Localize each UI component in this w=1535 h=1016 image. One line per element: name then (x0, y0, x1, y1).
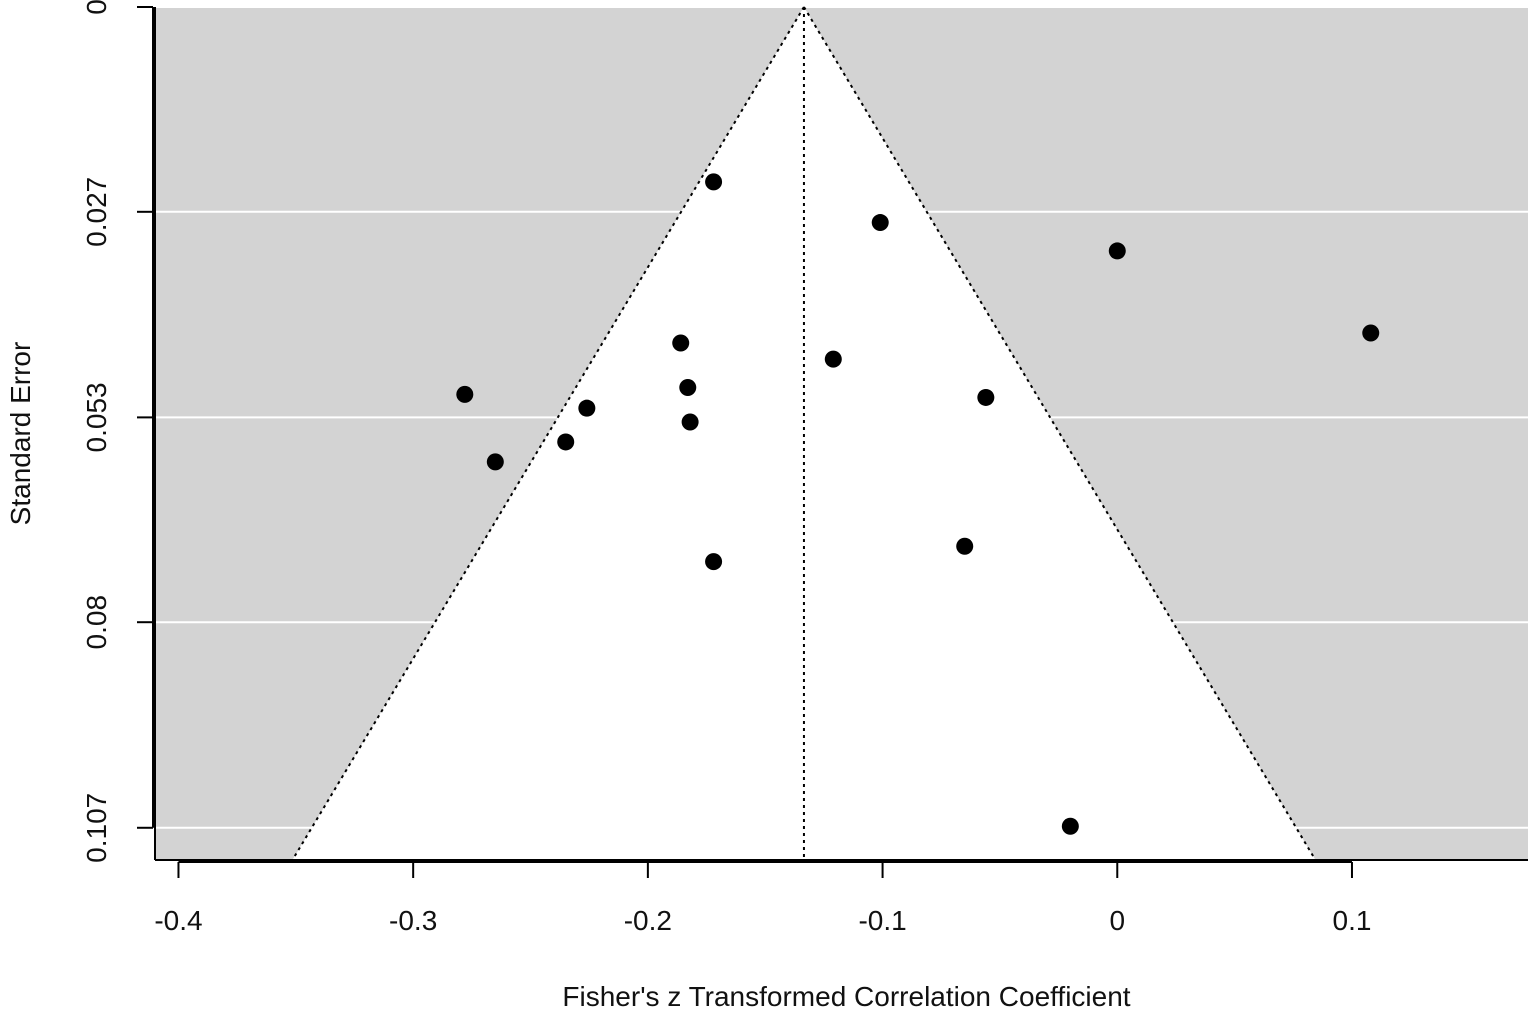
plot-area (154, 6, 1528, 861)
x-tick-label: 0.1 (1333, 905, 1372, 936)
funnel-right-edge (803, 6, 1317, 861)
y-tick-label: 0 (81, 0, 112, 15)
funnel-region (292, 7, 1316, 860)
data-point (456, 385, 474, 403)
data-point (871, 214, 889, 232)
y-tick-label: 0.027 (81, 177, 112, 247)
y-axis: 0 0.027 0.053 0.08 0.107 (81, 0, 154, 863)
x-axis-label: Fisher's z Transformed Correlation Coeff… (562, 981, 1130, 1012)
data-point (486, 453, 504, 471)
data-point (956, 537, 974, 555)
data-point (557, 433, 575, 451)
y-tick-label: 0.053 (81, 382, 112, 452)
x-tick-label: -0.2 (624, 905, 672, 936)
y-tick-label: 0.107 (81, 793, 112, 863)
y-tick-label: 0.08 (81, 595, 112, 650)
data-point (578, 399, 596, 417)
data-point (705, 173, 723, 191)
data-point (681, 413, 699, 431)
data-point (672, 334, 690, 352)
data-point (705, 553, 723, 571)
x-tick-label: 0 (1109, 905, 1125, 936)
data-point (679, 378, 697, 396)
y-axis-label: Standard Error (5, 342, 36, 526)
x-tick-label: -0.1 (858, 905, 906, 936)
data-point (1362, 324, 1380, 342)
data-point (824, 350, 842, 368)
x-tick-label: -0.4 (154, 905, 202, 936)
data-point (977, 388, 995, 406)
x-axis: -0.4 -0.3 -0.2 -0.1 0 0.1 (154, 861, 1372, 936)
data-point (1061, 817, 1079, 835)
data-point (1108, 242, 1126, 260)
funnel-left-edge (291, 6, 805, 861)
x-tick-label: -0.3 (389, 905, 437, 936)
